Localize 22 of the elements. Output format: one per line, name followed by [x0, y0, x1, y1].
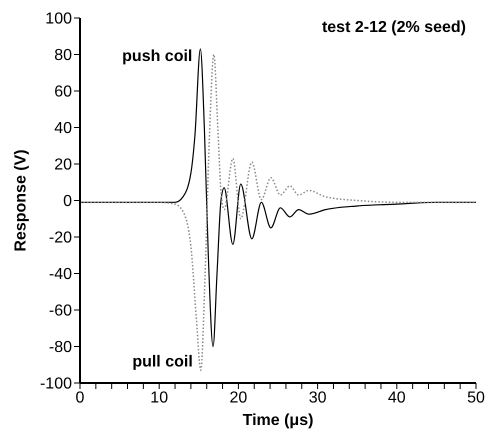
y-tick-label: 80 — [54, 47, 72, 64]
y-tick-label: -80 — [48, 339, 72, 356]
y-tick-label: -100 — [40, 376, 72, 393]
y-tick-label: 100 — [45, 10, 72, 28]
chart-title: test 2-12 (2% seed) — [322, 19, 466, 36]
x-tick-label: 30 — [308, 389, 327, 406]
y-axis-title: Response (V) — [12, 149, 30, 252]
y-tick-label: -60 — [48, 302, 72, 320]
x-tick-label: 0 — [76, 389, 85, 406]
y-tick-label: 0 — [63, 193, 72, 210]
x-tick-label: 40 — [388, 389, 406, 406]
y-tick-label: -40 — [48, 266, 72, 284]
y-tick-label: 40 — [54, 120, 72, 138]
x-axis-title: Time (μs) — [242, 412, 314, 429]
y-tick-label: 20 — [54, 156, 72, 174]
x-tick-label: 20 — [230, 389, 248, 406]
x-tick-label: 10 — [150, 389, 168, 406]
x-tick-label: 50 — [467, 389, 485, 406]
annotation: push coil — [122, 48, 192, 66]
y-tick-label: -20 — [48, 230, 72, 247]
annotation: pull coil — [132, 353, 193, 370]
y-tick-label: 60 — [54, 84, 72, 101]
